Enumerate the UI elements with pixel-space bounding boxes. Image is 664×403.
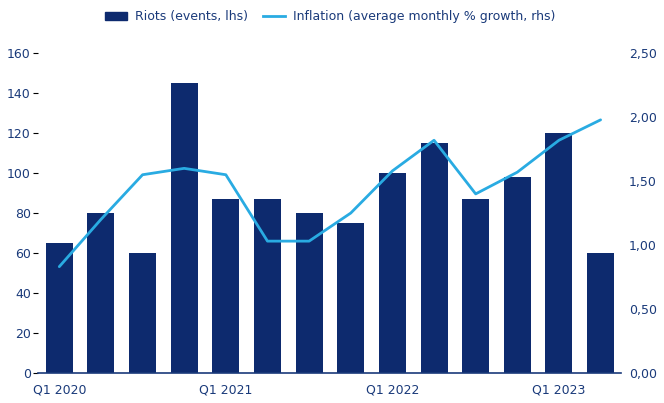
Bar bbox=[462, 199, 489, 373]
Legend: Riots (events, lhs), Inflation (average monthly % growth, rhs): Riots (events, lhs), Inflation (average … bbox=[100, 5, 560, 29]
Bar bbox=[420, 143, 448, 373]
Bar bbox=[379, 173, 406, 373]
Bar bbox=[46, 243, 73, 373]
Bar bbox=[254, 199, 281, 373]
Bar bbox=[337, 223, 365, 373]
Bar bbox=[129, 253, 156, 373]
Bar bbox=[587, 253, 614, 373]
Bar bbox=[171, 83, 198, 373]
Bar bbox=[212, 199, 239, 373]
Bar bbox=[88, 213, 114, 373]
Bar bbox=[504, 177, 531, 373]
Bar bbox=[545, 133, 572, 373]
Bar bbox=[295, 213, 323, 373]
